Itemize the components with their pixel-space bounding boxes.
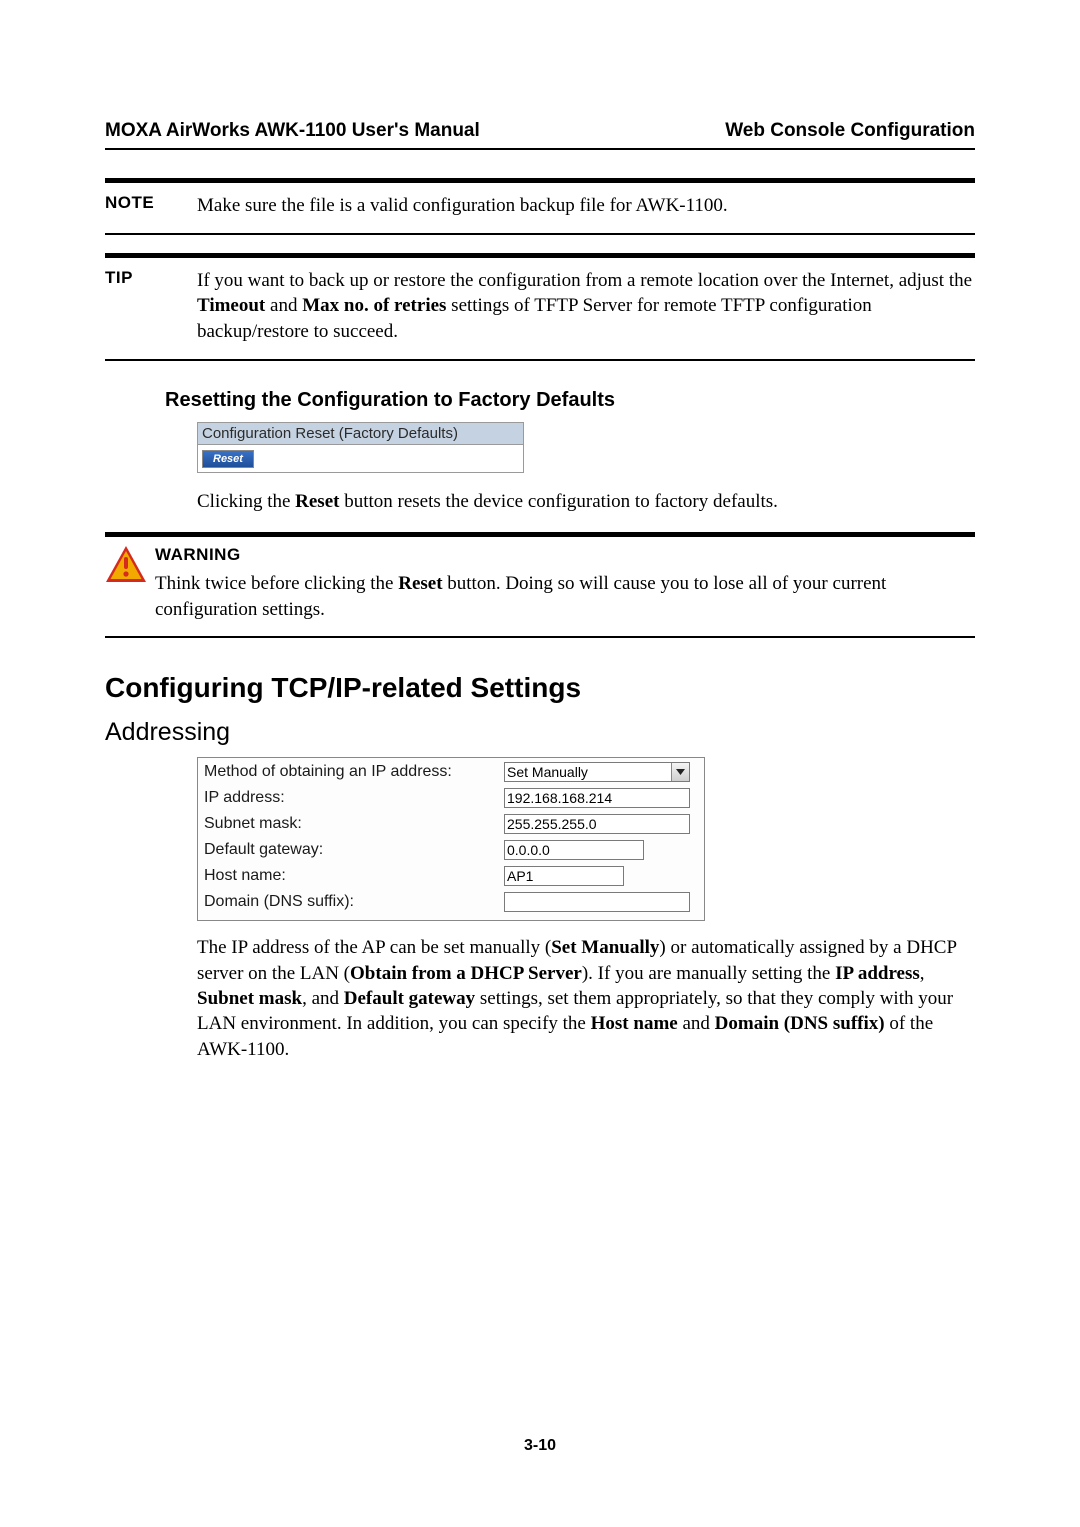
note-text: Make sure the file is a valid configurat… — [197, 193, 728, 219]
host-name-input[interactable] — [504, 866, 624, 886]
page-header: MOXA AirWorks AWK-1100 User's Manual Web… — [105, 120, 975, 150]
header-left: MOXA AirWorks AWK-1100 User's Manual — [105, 120, 480, 142]
subnet-mask-input[interactable] — [504, 814, 690, 834]
addressing-paragraph: The IP address of the AP can be set manu… — [197, 935, 975, 1061]
ip-label: IP address: — [204, 789, 504, 807]
tip-callout: TIP If you want to back up or restore th… — [105, 253, 975, 361]
note-label: NOTE — [105, 193, 197, 219]
page-number: 3-10 — [0, 1437, 1080, 1455]
default-gateway-input[interactable] — [504, 840, 644, 860]
method-select[interactable]: Set Manually — [504, 762, 690, 782]
config-reset-title: Configuration Reset (Factory Defaults) — [198, 423, 523, 445]
config-reset-panel: Configuration Reset (Factory Defaults) R… — [197, 422, 524, 473]
domain-dns-input[interactable] — [504, 892, 690, 912]
tcpip-heading: Configuring TCP/IP-related Settings — [105, 672, 975, 704]
warning-callout: WARNING Think twice before clicking the … — [105, 532, 975, 638]
tip-text: If you want to back up or restore the co… — [197, 268, 975, 345]
method-select-value: Set Manually — [507, 764, 588, 780]
reset-heading: Resetting the Configuration to Factory D… — [165, 389, 975, 412]
note-callout: NOTE Make sure the file is a valid confi… — [105, 178, 975, 235]
hostname-label: Host name: — [204, 867, 504, 885]
reset-paragraph: Clicking the Reset button resets the dev… — [197, 489, 975, 515]
header-right: Web Console Configuration — [725, 120, 975, 142]
warning-text: Think twice before clicking the Reset bu… — [155, 571, 975, 622]
ip-address-input[interactable] — [504, 788, 690, 808]
warning-icon — [105, 545, 155, 622]
warning-label: WARNING — [155, 545, 975, 565]
reset-button[interactable]: Reset — [202, 450, 254, 468]
dns-label: Domain (DNS suffix): — [204, 893, 504, 911]
method-label: Method of obtaining an IP address: — [204, 763, 504, 781]
gateway-label: Default gateway: — [204, 841, 504, 859]
tip-label: TIP — [105, 268, 197, 345]
addressing-heading: Addressing — [105, 718, 975, 747]
addressing-form: Method of obtaining an IP address: Set M… — [197, 757, 705, 921]
subnet-label: Subnet mask: — [204, 815, 504, 833]
chevron-down-icon — [671, 763, 689, 781]
